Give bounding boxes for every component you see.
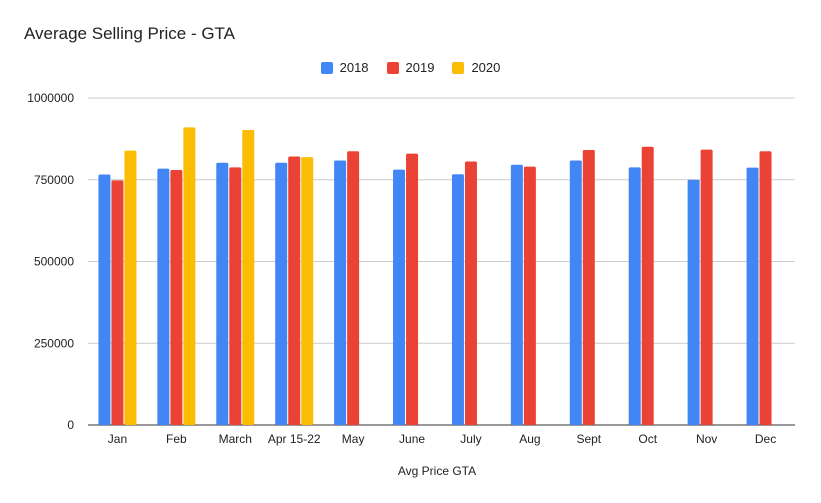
bar-2019-7[interactable] [523, 166, 536, 426]
legend-label-2019: 2019 [405, 60, 435, 75]
bar-2018-11[interactable] [746, 167, 759, 425]
bar-2020-0[interactable] [124, 150, 137, 425]
bar-2019-0[interactable] [111, 180, 124, 425]
x-tick-label: Nov [696, 432, 717, 446]
y-tick-label: 0 [67, 418, 74, 432]
legend-label-2018: 2018 [339, 60, 369, 75]
legend-swatch-2018 [320, 61, 333, 74]
x-axis-title: Avg Price GTA [398, 464, 476, 478]
legend-item-2019[interactable]: 2019 [386, 60, 435, 75]
gridlines [88, 97, 795, 426]
x-tick-label: Aug [519, 432, 540, 446]
bar-2019-5[interactable] [406, 153, 419, 425]
x-tick-label: Dec [755, 432, 776, 446]
y-tick-label: 250000 [34, 336, 74, 350]
bar-2018-8[interactable] [569, 160, 582, 425]
bar-2019-3[interactable] [288, 156, 301, 425]
bar-2018-1[interactable] [157, 168, 170, 425]
x-tick-label: June [399, 432, 425, 446]
bar-2018-10[interactable] [687, 179, 700, 425]
y-tick-label: 1000000 [27, 91, 74, 105]
bar-2018-3[interactable] [275, 162, 288, 425]
bar-2019-10[interactable] [700, 149, 713, 425]
bar-2018-5[interactable] [393, 169, 406, 425]
legend-label-2020: 2020 [471, 60, 501, 75]
legend-item-2020[interactable]: 2020 [452, 60, 500, 75]
x-tick-label: March [219, 432, 252, 446]
x-tick-label: Feb [166, 432, 187, 446]
legend: 2018 2019 2020 [0, 60, 821, 75]
x-tick-label: Oct [638, 432, 657, 446]
y-axis-ticks: 0 250000 500000 750000 1000000 [27, 91, 74, 432]
bar-2019-11[interactable] [759, 151, 772, 425]
bar-2018-4[interactable] [334, 160, 347, 425]
bar-2018-9[interactable] [628, 167, 641, 425]
y-tick-label: 500000 [34, 255, 74, 269]
legend-swatch-2019 [386, 61, 399, 74]
bar-2018-6[interactable] [451, 174, 464, 425]
x-axis-ticks: Jan Feb March Apr 15-22 May June July Aug Sept Oc… [108, 432, 776, 446]
bar-2020-3[interactable] [301, 157, 314, 425]
legend-item-2018[interactable]: 2018 [320, 60, 369, 75]
x-tick-label: Sept [576, 432, 601, 446]
x-tick-label: Apr 15-22 [268, 432, 321, 446]
bar-2019-4[interactable] [347, 151, 360, 425]
bar-2018-0[interactable] [98, 174, 111, 425]
bar-2019-2[interactable] [229, 167, 242, 425]
y-tick-label: 750000 [34, 173, 74, 187]
legend-swatch-2020 [452, 61, 465, 74]
bar-2018-7[interactable] [510, 164, 523, 425]
bar-2019-6[interactable] [464, 161, 477, 426]
bar-2020-2[interactable] [242, 130, 255, 425]
bar-2019-1[interactable] [170, 169, 183, 425]
bar-2019-8[interactable] [582, 149, 595, 426]
x-tick-label: July [460, 432, 481, 446]
bars [98, 127, 772, 426]
bar-2018-2[interactable] [216, 162, 229, 425]
bar-2020-1[interactable] [183, 127, 196, 426]
x-tick-label: Jan [108, 432, 127, 446]
bar-2019-9[interactable] [641, 146, 654, 425]
chart-title: Average Selling Price - GTA [24, 24, 236, 43]
x-tick-label: May [342, 432, 365, 446]
